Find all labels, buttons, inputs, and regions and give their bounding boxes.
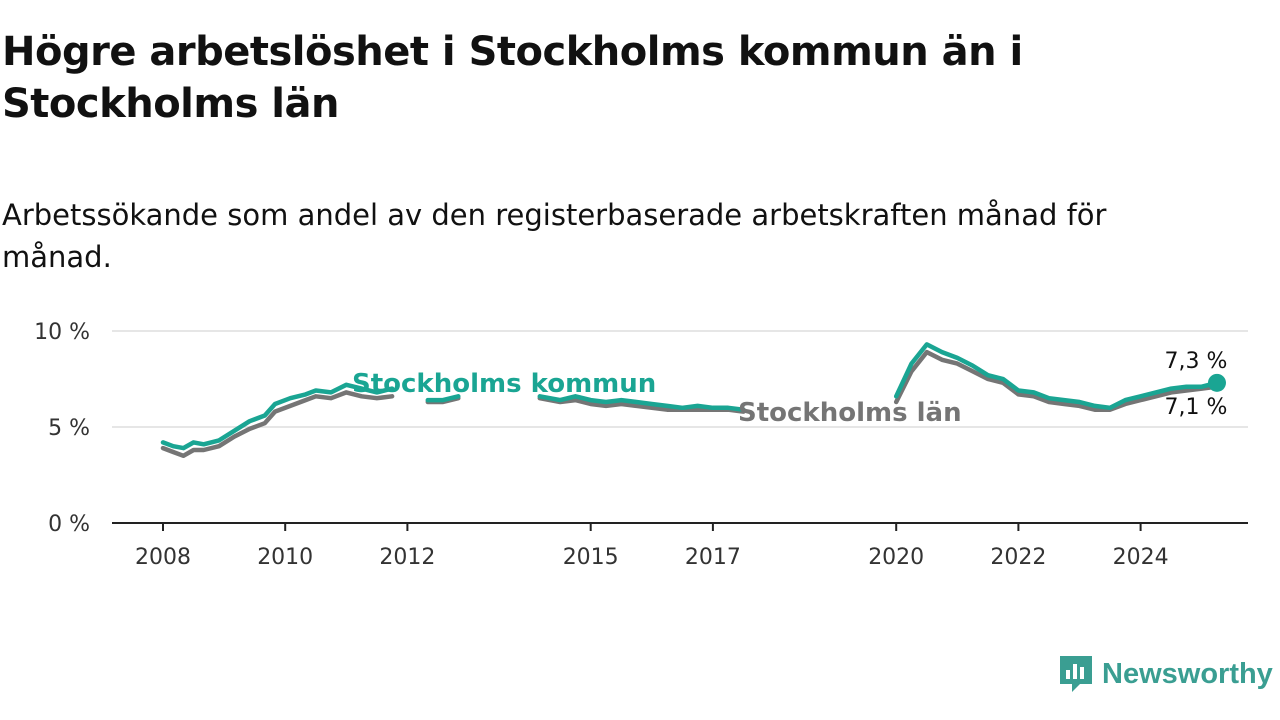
brand-name: Newsworthy [1102,657,1273,690]
y-tick-label: 5 % [48,416,90,441]
series-label-lan: Stockholms län [738,398,962,428]
x-tick-label: 2015 [563,545,619,570]
series-line-lan [893,349,1220,412]
chart-subtitle: Arbetssökande som andel av den registerb… [2,198,1107,274]
x-tick-label: 2020 [868,545,924,570]
x-tick-label: 2008 [135,545,191,570]
series-line-kommun [537,394,746,412]
series-line-kommun [160,382,395,451]
brand-logo: Newsworthy [1058,654,1273,694]
x-tick-label: 2022 [990,545,1046,570]
end-label-lan: 7,1 % [1165,395,1228,420]
x-tick-label: 2012 [379,545,435,570]
x-tick-label: 2010 [257,545,313,570]
y-tick-label: 0 % [48,512,90,537]
series-label-kommun: Stockholms kommun [352,369,656,399]
endpoint-kommun [1207,373,1226,392]
y-tick-label: 10 % [34,320,90,345]
series-line-kommun [425,394,461,403]
series-line-kommun [893,342,1220,411]
x-tick-label: 2024 [1113,545,1169,570]
end-label-kommun: 7,3 % [1165,349,1228,374]
newsworthy-logo-icon [1060,656,1092,692]
chart-title: Högre arbetslöshet i Stockholms kommun ä… [2,29,1023,127]
x-tick-label: 2017 [685,545,741,570]
series-line-lan [160,390,395,459]
